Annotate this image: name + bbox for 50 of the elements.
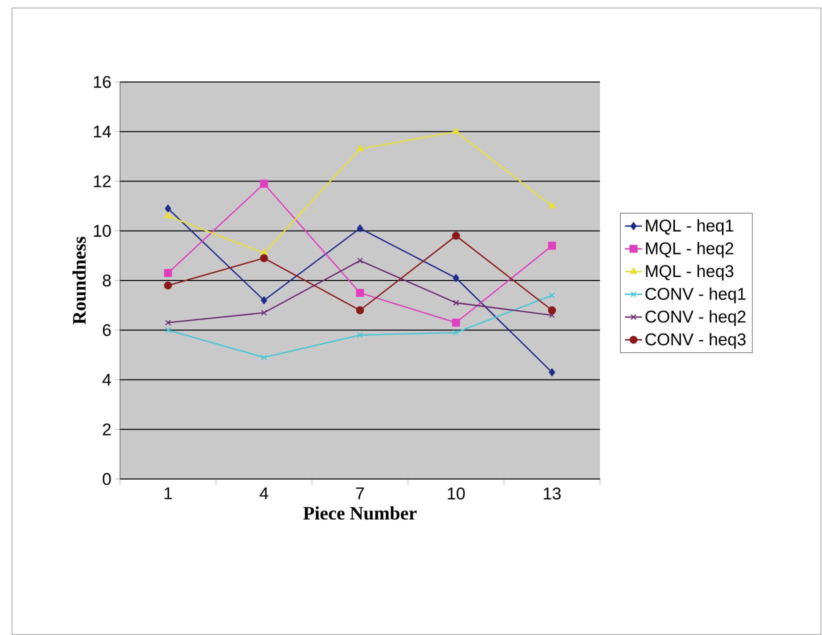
- y-tick-label: 4: [102, 374, 111, 386]
- legend-label: MQL - heq3: [646, 264, 734, 280]
- y-tick-label: 2: [102, 423, 111, 436]
- y-axis-title: Roundness: [72, 236, 86, 324]
- point: [452, 128, 460, 134]
- point: [260, 180, 268, 188]
- legend-label: MQL - heq2: [646, 242, 734, 258]
- point: [260, 254, 268, 262]
- y-tick-label: 6: [102, 324, 111, 336]
- point: [453, 300, 459, 306]
- point: [261, 354, 267, 360]
- point: [453, 330, 459, 336]
- point: [356, 144, 364, 152]
- y-tick-label: 12: [94, 175, 111, 188]
- legend-label: CONV - heq2: [646, 310, 746, 326]
- point: [164, 281, 172, 290]
- point: [164, 212, 172, 218]
- y-tick-label: 10: [94, 224, 111, 237]
- point: [165, 320, 171, 326]
- point: [261, 310, 267, 316]
- legend-label: MQL - heq1: [646, 219, 734, 235]
- y-tick-label: 8: [102, 274, 111, 286]
- point: [356, 306, 364, 314]
- point: [548, 202, 556, 208]
- point: [356, 288, 364, 297]
- point: [452, 318, 460, 327]
- point: [164, 204, 172, 213]
- point: [357, 332, 363, 338]
- legend-label: CONV - heq3: [646, 332, 746, 349]
- point: [548, 306, 556, 314]
- point: [164, 269, 172, 278]
- point: [549, 292, 555, 298]
- x-tick-label: 1: [164, 488, 172, 500]
- x-axis-title: Piece Number: [303, 506, 417, 520]
- point: [357, 258, 363, 264]
- x-tick-label: 13: [544, 488, 561, 500]
- point: [165, 327, 171, 334]
- point: [548, 242, 556, 250]
- point: [356, 224, 364, 232]
- y-tick-label: 14: [94, 126, 111, 138]
- y-tick-label: 16: [94, 76, 111, 88]
- y-tick-label: 0: [102, 472, 111, 485]
- x-tick-label: 7: [356, 488, 364, 500]
- point: [548, 368, 556, 376]
- legend-label: CONV - heq1: [646, 287, 746, 304]
- point: [452, 232, 460, 240]
- point: [452, 274, 460, 282]
- point: [260, 296, 268, 304]
- x-tick-label: 10: [448, 488, 465, 500]
- x-tick-label: 4: [260, 488, 268, 500]
